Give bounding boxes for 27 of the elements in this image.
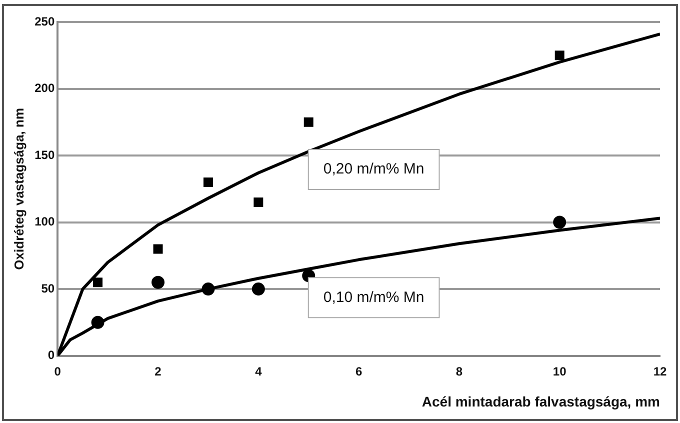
x-tick-label: 2 [154,364,162,378]
point [93,278,103,288]
point [202,282,215,296]
point [91,316,104,329]
y-axis-title: Oxidréteg vastagsága, nm [11,108,26,270]
series-label: 0,20 m/m% Mn [323,160,424,178]
point [553,216,566,229]
point [554,50,564,60]
y-tick-label: 0 [48,348,55,362]
y-tick-label: 250 [34,14,55,28]
x-tick-label: 4 [255,364,262,378]
series-label: 0,10 m/m% Mn [323,288,424,306]
y-tick-label: 100 [34,214,55,229]
x-tick-label: 8 [456,364,463,378]
point [152,276,165,289]
y-tick-label: 50 [41,281,55,296]
point [254,198,264,207]
point [153,244,163,254]
y-tick-label: 200 [34,81,55,96]
y-tick-label: 150 [34,148,55,162]
point [252,282,265,296]
x-tick-label: 6 [355,364,362,378]
point [304,117,314,127]
x-axis-title: Acél mintadarab falvastagsága, mm [422,393,660,410]
x-tick-label: 10 [552,364,567,378]
x-tick-label: 12 [653,364,667,378]
point [203,177,213,187]
